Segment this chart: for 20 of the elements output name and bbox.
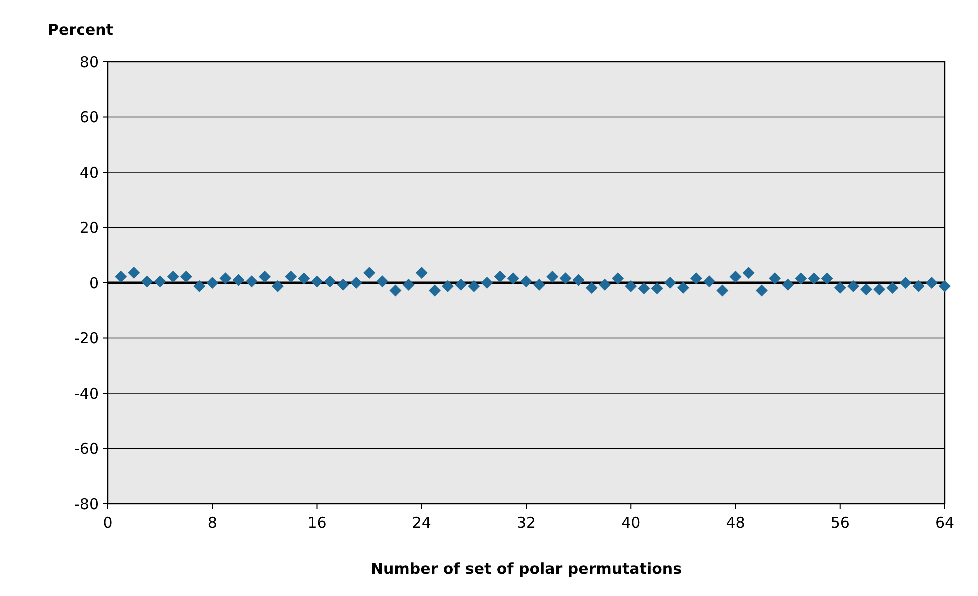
x-tick-label: 8 [208, 514, 218, 532]
y-tick-label: -80 [74, 495, 99, 514]
y-tick-label: -60 [74, 440, 99, 458]
y-tick-label: 40 [80, 164, 99, 182]
x-tick-label: 40 [622, 514, 641, 532]
x-tick-label: 48 [726, 514, 746, 532]
y-tick-label: 80 [80, 53, 99, 72]
x-tick-label: 56 [830, 514, 850, 532]
x-tick-label: 64 [935, 514, 955, 532]
y-tick-label: 20 [80, 219, 99, 237]
y-axis-title: Percent [48, 21, 114, 39]
x-tick-label: 24 [412, 514, 432, 532]
x-axis-title: Number of set of polar permutations [370, 560, 682, 578]
x-tick-label: 32 [516, 514, 536, 532]
x-tick-label: 16 [308, 514, 327, 532]
y-tick-label: 0 [89, 274, 99, 292]
y-tick-label: 60 [80, 108, 99, 126]
y-tick-label: -40 [74, 384, 99, 403]
y-tick-label: -20 [74, 330, 99, 348]
x-tick-label: 0 [103, 514, 113, 532]
